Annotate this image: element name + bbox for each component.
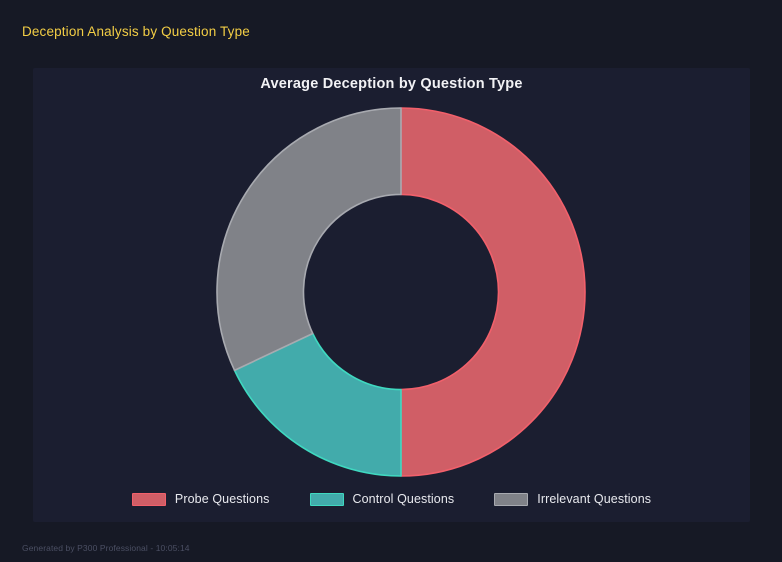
chart-title: Average Deception by Question Type xyxy=(260,76,523,92)
legend-label: Control Questions xyxy=(352,492,455,506)
footer-caption: Generated by P300 Professional - 10:05:1… xyxy=(22,543,190,553)
donut-chart-svg xyxy=(216,107,586,477)
legend-label: Probe Questions xyxy=(174,492,270,506)
legend-item[interactable]: Irrelevant Questions xyxy=(494,492,651,506)
legend-item[interactable]: Control Questions xyxy=(309,492,455,506)
legend-swatch-icon xyxy=(131,492,166,506)
legend-swatch-icon xyxy=(309,492,344,506)
donut-slice[interactable] xyxy=(400,107,586,477)
app-header: Deception Analysis by Question Type xyxy=(0,0,782,68)
donut-slice-group xyxy=(216,107,586,477)
chart-card: Average Deception by Question Type Probe… xyxy=(33,68,750,522)
chart-legend: Probe Questions Control Questions Irreleva… xyxy=(33,492,750,506)
app-footer: Generated by P300 Professional - 10:05:1… xyxy=(22,543,522,553)
legend-label: Irrelevant Questions xyxy=(537,492,652,506)
legend-item[interactable]: Probe Questions xyxy=(131,492,270,506)
donut-slice[interactable] xyxy=(216,107,402,372)
legend-swatch-icon xyxy=(494,492,529,506)
donut-chart xyxy=(211,102,591,482)
donut-slice[interactable] xyxy=(233,332,402,477)
page-title: Deception Analysis by Question Type xyxy=(22,24,250,39)
